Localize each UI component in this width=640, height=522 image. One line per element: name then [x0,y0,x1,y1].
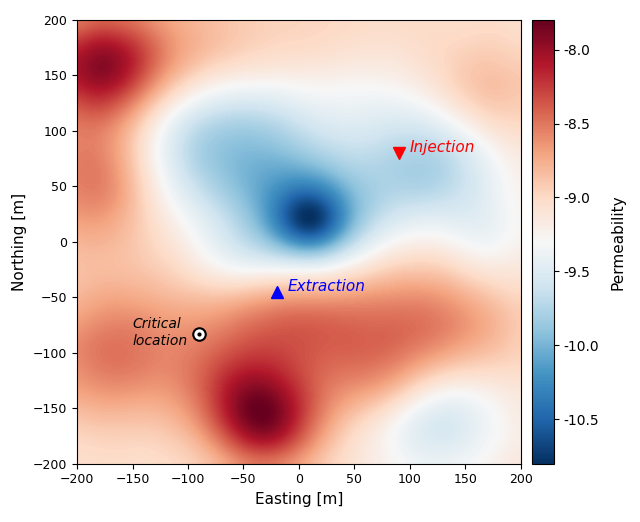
X-axis label: Easting [m]: Easting [m] [255,492,343,507]
Text: Extraction: Extraction [288,279,365,294]
Y-axis label: Permeability: Permeability [610,194,625,290]
Text: Critical
location: Critical location [132,317,188,348]
Text: Injection: Injection [410,140,476,155]
Y-axis label: Northing [m]: Northing [m] [12,193,28,291]
